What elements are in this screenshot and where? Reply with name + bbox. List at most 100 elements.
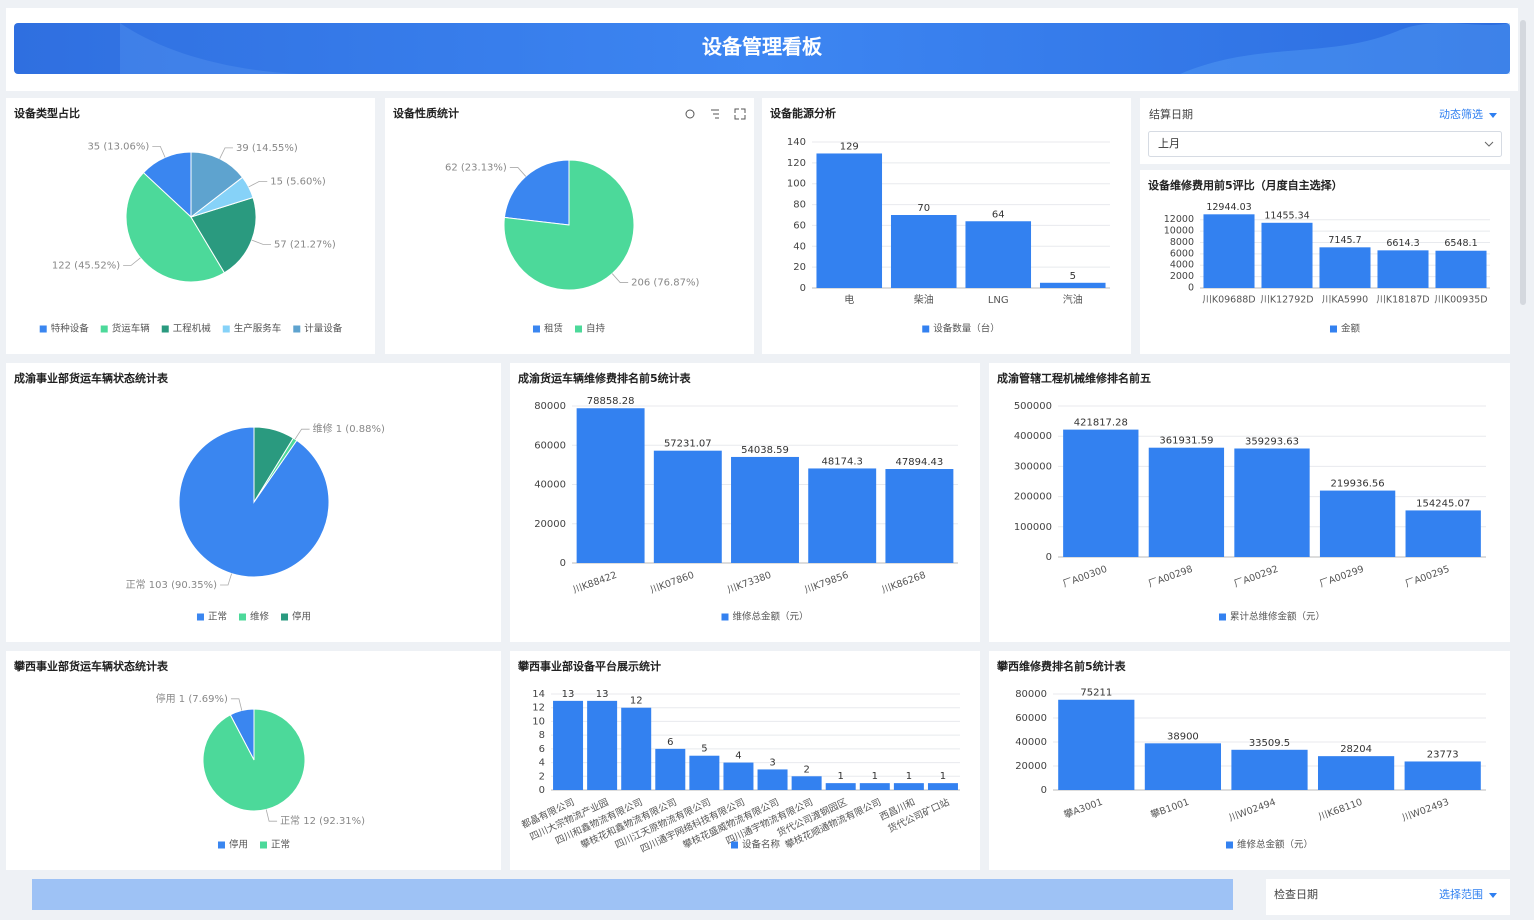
legend-label: 停用 (229, 839, 248, 851)
data-label: 6 (667, 737, 673, 748)
legend-label: 租赁 (544, 323, 563, 335)
x-tick-label: 川K09688D (1202, 295, 1255, 306)
leader-line (251, 239, 271, 245)
x-tick-label: LNG (988, 295, 1009, 306)
data-label: 206 (76.87%) (631, 278, 699, 289)
leader-line (294, 428, 310, 440)
y-tick-label: 2 (539, 771, 545, 782)
bar (859, 783, 890, 790)
y-tick-label: 80000 (534, 401, 566, 412)
data-label: 维修 1 (0.88%) (313, 422, 385, 435)
data-label: 2 (803, 764, 809, 775)
legend-swatch (100, 325, 108, 333)
bar (927, 783, 958, 790)
y-tick-label: 40 (793, 241, 806, 252)
y-tick-label: 0 (1041, 785, 1047, 796)
legend-swatch (196, 613, 204, 621)
legend-swatch (1329, 325, 1337, 333)
data-label: 421817.28 (1074, 418, 1128, 429)
y-tick-label: 10 (532, 716, 545, 727)
leader-line (509, 167, 527, 177)
filter-label: 检查日期 (1274, 887, 1318, 901)
bar (731, 456, 799, 563)
bar (1317, 756, 1395, 790)
pie-slice (190, 196, 257, 274)
bar (1148, 447, 1225, 557)
dropdown-arrow (1489, 113, 1497, 118)
legend-label: 生产服务车 (234, 323, 282, 335)
x-tick-label: 川K12792D (1260, 295, 1313, 306)
data-label: 6614.3 (1386, 238, 1419, 249)
data-label: 47894.43 (896, 457, 944, 468)
legend-swatch (281, 613, 289, 621)
bar (587, 700, 618, 790)
legend-label: 停用 (292, 611, 311, 623)
y-tick-label: 0 (1046, 552, 1052, 563)
data-label: 4 (735, 751, 741, 762)
x-tick-label: 川K18187D (1376, 295, 1429, 306)
data-label: 12944.03 (1206, 202, 1251, 213)
data-label: 13 (562, 689, 575, 700)
data-label: 39 (14.55%) (236, 143, 298, 154)
bar (1319, 490, 1396, 557)
data-label: 122 (45.52%) (52, 260, 120, 271)
data-label: 62 (23.13%) (445, 162, 507, 173)
bar (655, 748, 686, 790)
filter-panel (1266, 879, 1510, 915)
leader-line (248, 181, 268, 188)
y-tick-label: 8000 (1170, 237, 1194, 248)
data-label: 5 (1070, 271, 1076, 282)
chart-title: 攀西维修费排名前5统计表 (996, 659, 1127, 673)
y-tick-label: 14 (532, 689, 545, 700)
sort-icon (711, 109, 719, 119)
y-tick-label: 2000 (1170, 271, 1194, 282)
leader-line (230, 698, 243, 711)
data-label: 54038.59 (741, 445, 789, 456)
chart-title: 成渝事业部货运车辆状态统计表 (14, 371, 169, 385)
data-label: 33509.5 (1249, 738, 1290, 749)
bar (1231, 749, 1308, 790)
y-tick-label: 20000 (534, 519, 566, 530)
x-tick-label: 川K00935D (1434, 295, 1487, 306)
y-tick-label: 6000 (1170, 248, 1194, 259)
bar (1405, 510, 1481, 557)
select-box[interactable] (1148, 131, 1502, 157)
legend-swatch (1218, 613, 1226, 621)
data-label: 38900 (1167, 731, 1199, 742)
y-tick-label: 40000 (534, 480, 566, 491)
pie-slice (503, 159, 635, 291)
filter-action[interactable]: 选择范围 (1439, 887, 1483, 901)
leader-line (220, 573, 232, 586)
legend-swatch (1225, 841, 1233, 849)
y-tick-label: 200000 (1014, 492, 1052, 503)
legend-label: 累计总维修金额（元） (1230, 611, 1325, 623)
bar (1319, 247, 1371, 288)
data-label: 正常 12 (92.31%) (280, 814, 365, 827)
bar (1058, 699, 1135, 790)
legend-label: 货运车辆 (112, 323, 151, 335)
data-label: 13 (596, 689, 609, 700)
legend-swatch (217, 841, 225, 849)
refresh-icon[interactable] (685, 109, 695, 119)
pie-slice (190, 151, 244, 219)
data-label: 57231.07 (664, 439, 712, 450)
filter-label: 结算日期 (1149, 107, 1193, 121)
legend-label: 自持 (586, 323, 606, 335)
legend-swatch (222, 325, 230, 333)
x-tick-label: 电 (844, 293, 854, 306)
bar (1261, 222, 1313, 288)
page-title: 设备管理看板 (702, 35, 823, 59)
scrollbar[interactable] (1520, 20, 1526, 305)
data-label: 78858.28 (587, 396, 635, 407)
bar (1234, 448, 1310, 557)
filter-action[interactable]: 动态筛选 (1439, 107, 1483, 121)
legend-swatch (575, 325, 582, 333)
data-label: 11455.34 (1264, 210, 1309, 221)
bar (621, 707, 652, 790)
data-label: 1 (940, 771, 946, 782)
data-label: 正常 103 (90.35%) (126, 578, 217, 591)
leader-line (152, 145, 166, 158)
bar (1203, 214, 1255, 288)
select-chevron (1484, 141, 1494, 147)
